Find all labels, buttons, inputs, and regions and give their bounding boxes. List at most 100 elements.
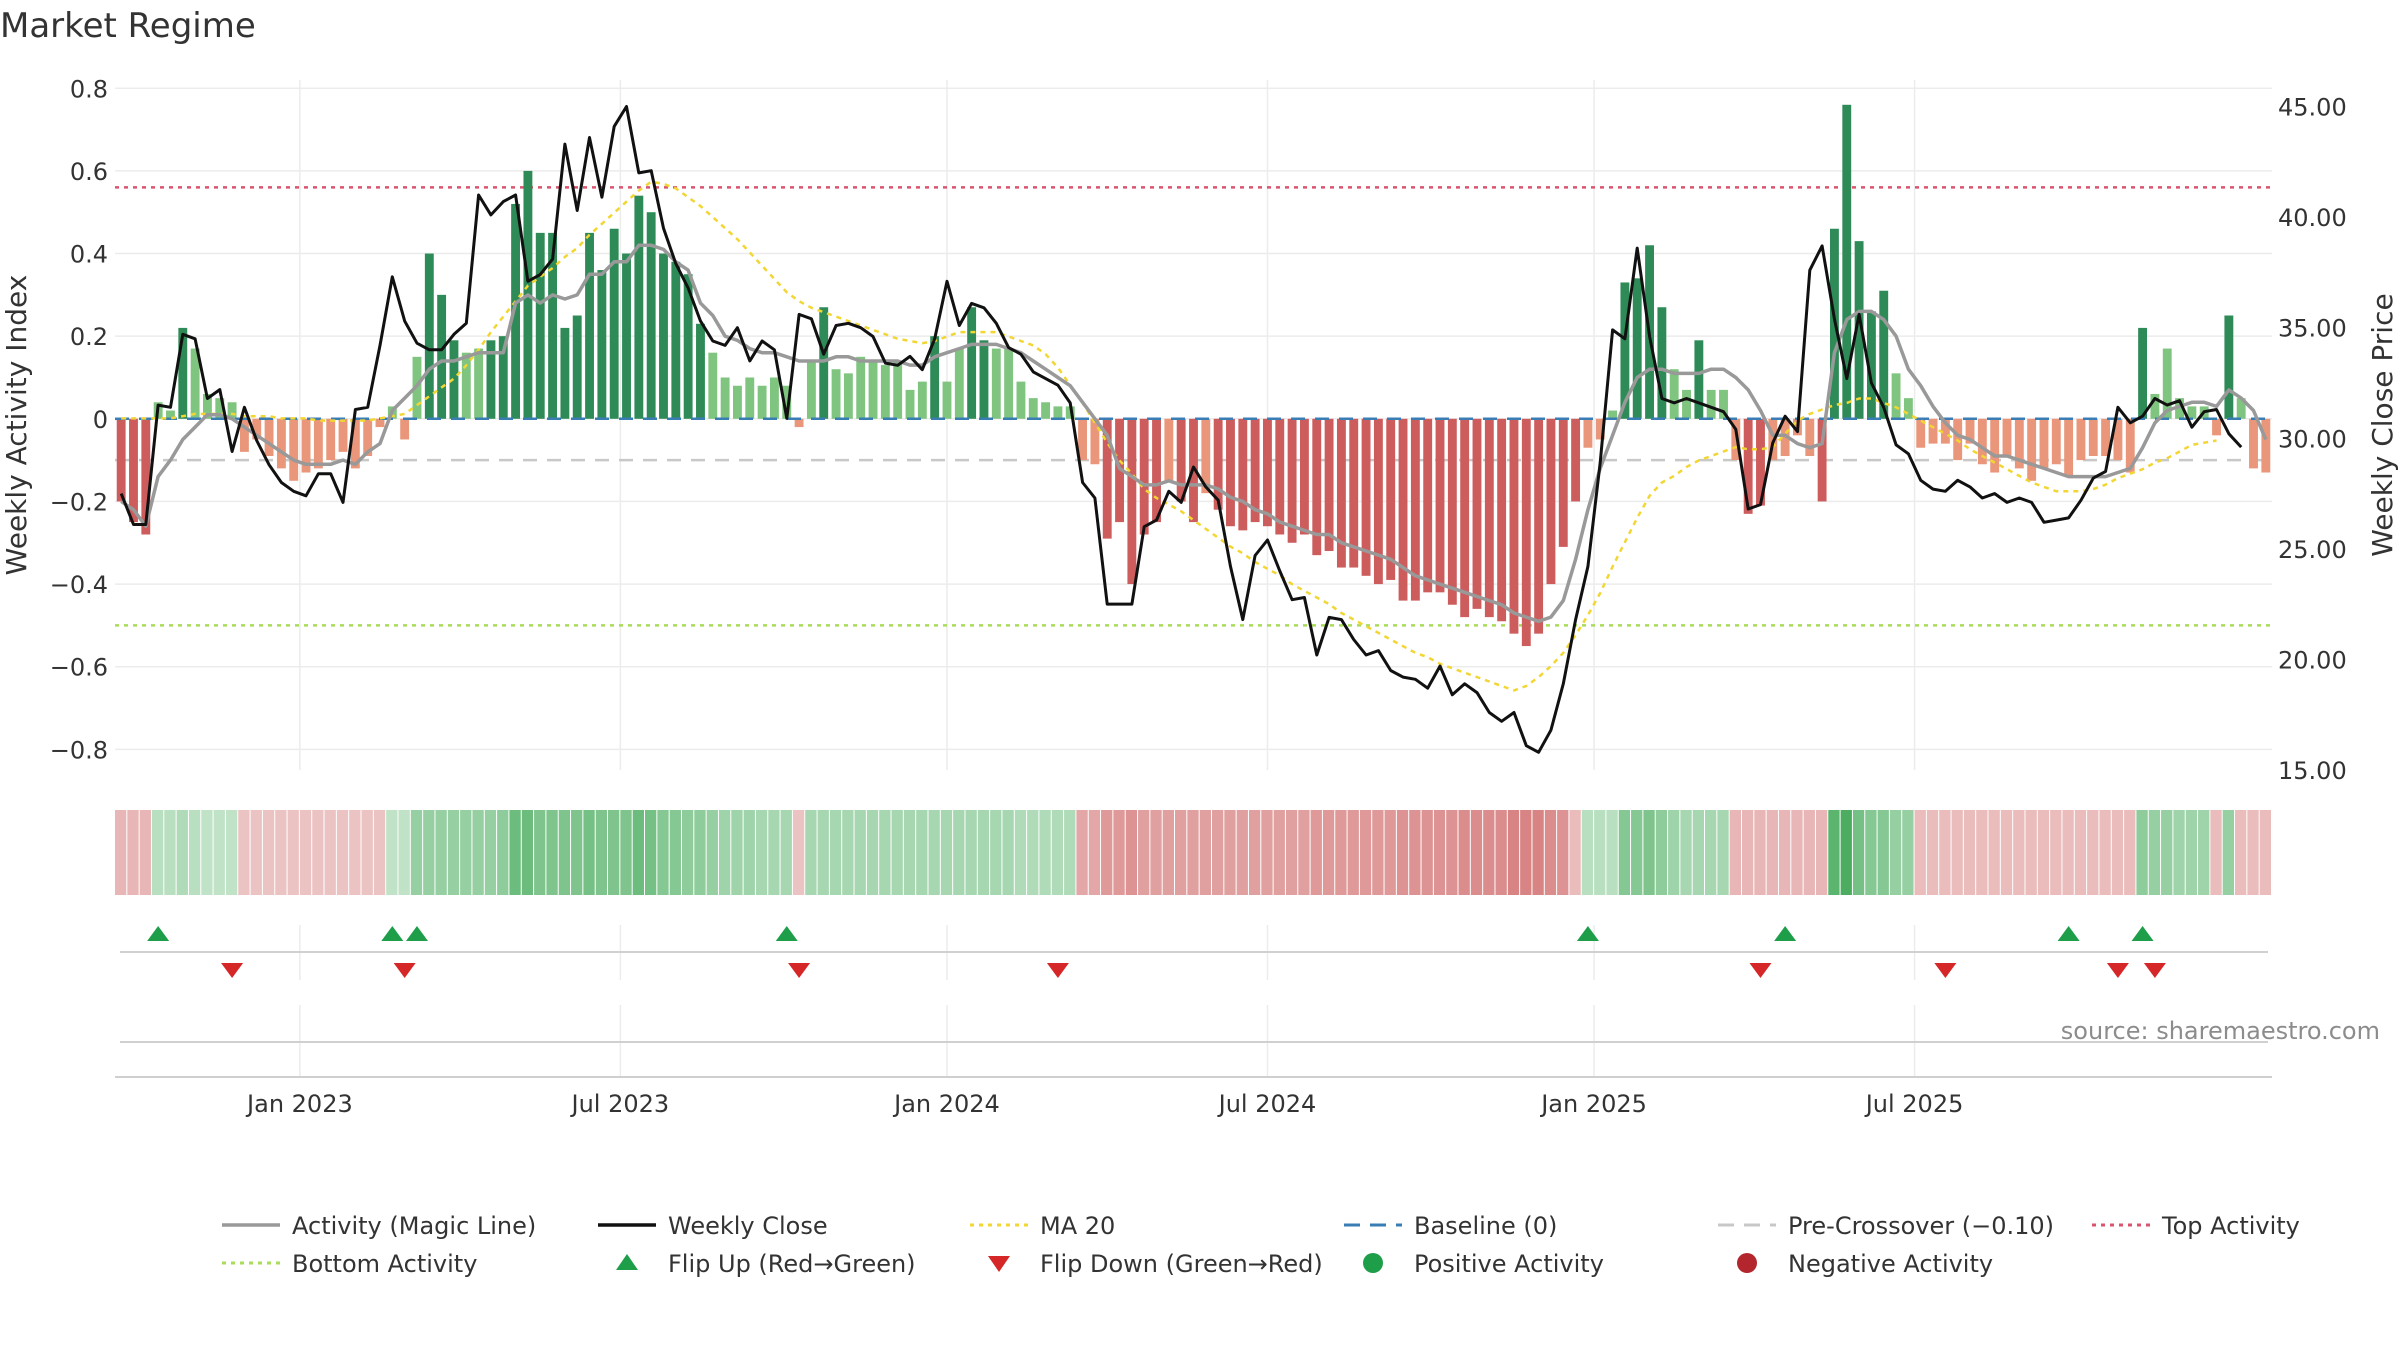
regime-cell: [583, 810, 595, 895]
activity-bar: [1299, 418, 1309, 535]
regime-cell: [1976, 810, 1988, 895]
regime-cell: [953, 810, 965, 895]
left-axis-tick-label: 0.4: [70, 241, 108, 269]
regime-cell: [990, 810, 1002, 895]
legend-label: Top Activity: [2161, 1212, 2300, 1240]
regime-cell: [805, 810, 817, 895]
regime-cell: [1113, 810, 1125, 895]
activity-bar: [375, 418, 385, 428]
activity-bar: [252, 418, 262, 440]
regime-cell: [866, 810, 879, 895]
activity-bar: [2150, 394, 2160, 419]
regime-cell: [2087, 810, 2099, 895]
regime-cell: [497, 810, 509, 895]
activity-bar: [1940, 418, 1950, 444]
activity-bar: [1226, 418, 1235, 527]
activity-bar: [2175, 398, 2184, 419]
regime-cell: [398, 810, 410, 895]
regime-cell: [1532, 810, 1544, 895]
activity-bar: [301, 418, 311, 473]
regime-cell: [1717, 810, 1729, 895]
activity-bar: [1176, 418, 1186, 502]
activity-bar: [1682, 389, 1691, 419]
activity-bar: [2014, 418, 2024, 469]
regime-cell: [891, 810, 903, 895]
legend-swatch: [616, 1254, 638, 1270]
activity-bar: [659, 253, 668, 419]
activity-bar: [313, 418, 323, 469]
activity-bar: [2076, 418, 2086, 461]
left-axis-tick-label: −0.6: [50, 654, 108, 682]
regime-cell: [1335, 810, 1347, 895]
activity-bar: [1435, 418, 1445, 593]
activity-bar: [203, 394, 212, 419]
regime-cell: [225, 810, 238, 895]
activity-bar: [1608, 410, 1618, 419]
regime-cell: [1828, 810, 1840, 895]
regime-cell: [373, 810, 386, 895]
regime-cell: [1273, 810, 1285, 895]
activity-bar: [819, 307, 829, 419]
activity-bar: [276, 418, 286, 469]
activity-bar: [1928, 418, 1938, 444]
activity-bar: [338, 418, 348, 452]
left-axis-tick-label: −0.4: [50, 571, 108, 599]
regime-cell: [558, 810, 571, 895]
regime-cell: [1668, 810, 1680, 895]
regime-cell: [1754, 810, 1766, 895]
regime-cell: [620, 810, 632, 895]
activity-bar: [1053, 406, 1063, 419]
legend-swatch: [988, 1256, 1010, 1272]
ma20-line: [121, 180, 2217, 692]
regime-cell: [1692, 810, 1705, 895]
activity-bar: [880, 365, 890, 419]
activity-bar: [2162, 348, 2172, 419]
regime-cell: [2000, 810, 2013, 895]
activity-bar: [2002, 418, 2012, 456]
activity-bar: [609, 228, 619, 419]
activity-bar: [2027, 418, 2037, 481]
activity-bar: [2224, 315, 2234, 419]
magic-line: [120, 243, 2268, 624]
activity-bar: [1571, 418, 1581, 502]
activity-bar: [794, 418, 804, 428]
regime-cell: [1643, 810, 1655, 895]
regime-cell: [657, 810, 669, 895]
activity-bar: [1004, 348, 1014, 419]
regime-cell: [854, 810, 866, 895]
regime-cell: [1631, 810, 1643, 895]
legend-label: Pre-Crossover (−0.10): [1788, 1212, 2054, 1240]
activity-bar: [720, 377, 730, 419]
activity-bar: [646, 212, 656, 419]
activity-bar: [1127, 418, 1137, 585]
activity-bar: [166, 410, 175, 419]
activity-bar: [1990, 418, 2000, 473]
regime-cell: [1581, 810, 1594, 895]
activity-bar: [227, 402, 237, 419]
activity-bar: [129, 418, 138, 523]
regime-cell: [361, 810, 373, 895]
activity-bar: [634, 195, 644, 419]
regime-cell: [324, 810, 336, 895]
regime-cell: [349, 810, 361, 895]
activity-bar: [2187, 406, 2197, 419]
regime-cell: [1655, 810, 1668, 895]
activity-bar: [535, 232, 545, 419]
regime-cell: [1507, 810, 1520, 895]
regime-cell: [2025, 810, 2037, 895]
regime-cell: [768, 810, 780, 895]
regime-cell: [2210, 810, 2222, 895]
activity-bar: [1398, 418, 1408, 601]
activity-bar: [1460, 418, 1470, 618]
regime-cell: [1409, 810, 1421, 895]
activity-bar: [2125, 418, 2135, 473]
regime-cell: [2222, 810, 2235, 895]
regime-cell: [2259, 810, 2271, 895]
regime-cell: [792, 810, 805, 895]
activity-bar: [856, 356, 866, 419]
activity-bar: [942, 381, 952, 419]
regime-cell: [2161, 810, 2173, 895]
legend-label: MA 20: [1040, 1212, 1115, 1240]
regime-cell: [1101, 810, 1113, 895]
activity-bar: [2088, 418, 2098, 456]
